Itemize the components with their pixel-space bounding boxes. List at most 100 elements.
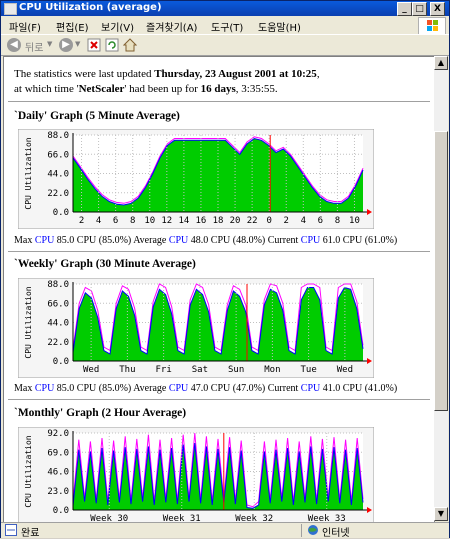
- minimize-button[interactable]: _: [397, 2, 412, 16]
- x-tick-label: Tue: [300, 365, 316, 375]
- home-button[interactable]: [123, 37, 137, 53]
- menu-favorites[interactable]: 즐겨찾기(A): [146, 23, 198, 34]
- scroll-thumb[interactable]: [434, 131, 448, 411]
- legend-avg-label: Average: [133, 383, 167, 394]
- stop-icon: [87, 38, 101, 52]
- toolbar: ◀ 뒤로 ▼ ▶ ▼: [1, 34, 449, 56]
- menu-edit[interactable]: 편집(E): [56, 23, 89, 34]
- legend-avg-label: Average: [133, 235, 167, 246]
- cpu-area: [73, 443, 363, 510]
- status-divider: [301, 524, 302, 537]
- home-icon: [123, 38, 137, 52]
- legend-series-link[interactable]: CPU: [168, 383, 189, 394]
- x-tick-label: 14: [178, 216, 189, 226]
- x-tick-label: 0: [266, 216, 271, 226]
- menu-view[interactable]: 보기(V): [101, 23, 135, 34]
- y-axis-label: CPU Utilization: [24, 137, 33, 209]
- legend-series-link[interactable]: CPU: [300, 383, 321, 394]
- back-button[interactable]: ◀ 뒤로 ▼: [7, 37, 53, 54]
- x-tick-label: 16: [196, 216, 207, 226]
- divider: [8, 399, 430, 400]
- windows-logo-icon: [418, 17, 446, 35]
- legend-series-link[interactable]: CPU: [300, 235, 321, 246]
- x-tick-label: 20: [230, 216, 241, 226]
- x-tick-label: Week 30: [90, 514, 128, 523]
- close-button[interactable]: X: [430, 2, 445, 16]
- y-tick-label: 22.0: [47, 189, 69, 199]
- legend-max-label: Max: [14, 235, 33, 246]
- max-line: [72, 283, 364, 352]
- uptime-text: at which time ': [14, 83, 79, 95]
- uptime-time: , 3:35:55.: [235, 83, 278, 95]
- x-tick-label: 4: [96, 216, 101, 226]
- x-tick-label: 2: [79, 216, 84, 226]
- x-tick-label: 4: [301, 216, 306, 226]
- y-tick-label: 0.0: [53, 357, 69, 367]
- forward-arrow-icon: ▶: [59, 38, 73, 52]
- legend-cur-label: Current: [267, 383, 299, 394]
- menu-file[interactable]: 파일(F): [9, 23, 41, 34]
- forward-dropdown-icon: ▼: [75, 40, 81, 48]
- y-tick-label: 66.0: [47, 299, 69, 309]
- y-tick-label: 69.0: [47, 448, 69, 458]
- x-tick-label: Fri: [155, 365, 171, 375]
- update-comma: ,: [316, 68, 320, 80]
- y-tick-label: 66.0: [47, 150, 69, 160]
- x-tick-label: Wed: [337, 365, 353, 375]
- y-tick-label: 0.0: [53, 208, 69, 218]
- refresh-button[interactable]: [105, 37, 119, 53]
- update-text: The statistics were last updated: [14, 68, 155, 80]
- stop-button[interactable]: [87, 37, 101, 53]
- scroll-up-arrow-icon[interactable]: ▲: [434, 56, 448, 70]
- x-tick-label: Mon: [264, 365, 280, 375]
- x-tick-label: Wed: [83, 365, 99, 375]
- scroll-down-arrow-icon[interactable]: ▼: [434, 507, 448, 521]
- x-tick-label: 2: [284, 216, 289, 226]
- divider: [8, 101, 430, 102]
- legend-series-link[interactable]: CPU: [34, 235, 55, 246]
- avg-line: [72, 137, 364, 206]
- avg-line: [72, 286, 364, 355]
- y-tick-label: 46.0: [47, 468, 69, 478]
- y-tick-label: 0.0: [53, 506, 69, 516]
- legend-series-link[interactable]: CPU: [34, 383, 55, 394]
- maximize-button[interactable]: □: [412, 2, 427, 16]
- monthly-chart: 0.0 23.0 46.0 69.0 92.0 Week 30 Week 31 Week 32…: [18, 427, 374, 523]
- menu-help[interactable]: 도움말(H): [258, 23, 301, 34]
- y-tick-label: 22.0: [47, 338, 69, 348]
- legend-series-link[interactable]: CPU: [168, 235, 189, 246]
- cpu-area: [73, 287, 363, 361]
- y-tick-label: 44.0: [47, 170, 69, 180]
- x-tick-label: 6: [318, 216, 323, 226]
- status-text: 완료: [21, 528, 40, 539]
- legend-max-value: 85.0 CPU (85.0%): [56, 383, 132, 394]
- x-tick-label: 22: [247, 216, 258, 226]
- forward-button[interactable]: ▶ ▼: [59, 37, 83, 53]
- menu-tools[interactable]: 도구(T): [211, 23, 244, 34]
- uptime-mid: ' had been up for: [124, 83, 201, 95]
- weekly-chart: 0.0 22.0 44.0 66.0 88.0 Wed Thu Fri Sat Sun Mon Tue…: [18, 278, 374, 378]
- y-tick-label: 23.0: [47, 487, 69, 497]
- daily-legend: Max CPU 85.0 CPU (85.0%) Average CPU 48.…: [14, 235, 397, 246]
- uptime-line: at which time 'NetScaler' had been up fo…: [14, 83, 278, 95]
- internet-globe-icon: [308, 525, 318, 535]
- legend-max-label: Max: [14, 383, 33, 394]
- x-tick-label: 12: [161, 216, 172, 226]
- page-icon: [4, 3, 17, 15]
- daily-graph-title: `Daily' Graph (5 Minute Average): [14, 110, 180, 122]
- title-bar[interactable]: CPU Utilization (average) _ □ X: [1, 1, 449, 16]
- back-label: 뒤로: [25, 43, 44, 54]
- refresh-icon: [105, 38, 119, 52]
- max-line: [72, 432, 364, 508]
- daily-chart: 0.0 22.0 44.0 66.0 88.0 2 4 6 8 10 12 14 16 18 20 22 0 2 4…: [18, 129, 374, 229]
- divider: [8, 251, 430, 252]
- axis-arrow-icon: [367, 507, 372, 513]
- weekly-legend: Max CPU 85.0 CPU (85.0%) Average CPU 47.…: [14, 383, 397, 394]
- vertical-scrollbar[interactable]: ▲ ▼: [434, 56, 448, 521]
- back-dropdown-icon: ▼: [47, 40, 53, 48]
- y-axis-label: CPU Utilization: [24, 286, 33, 358]
- x-tick-label: 10: [349, 216, 360, 226]
- page-done-icon: [5, 524, 17, 536]
- legend-cur-value: 41.0 CPU (41.0%): [322, 383, 398, 394]
- host-name: NetScaler: [78, 83, 125, 95]
